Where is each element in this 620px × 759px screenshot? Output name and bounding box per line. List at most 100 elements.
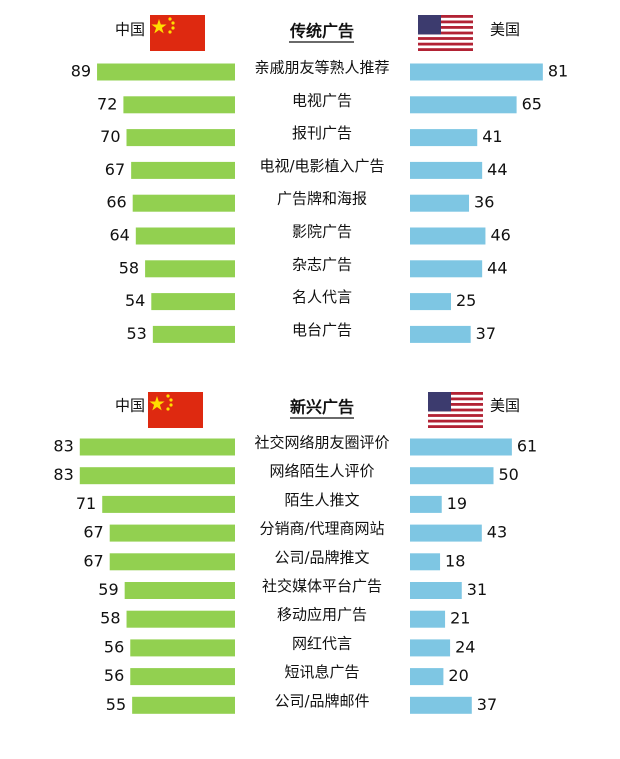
value-label: 64	[109, 226, 129, 245]
value-label: 37	[476, 324, 496, 343]
category-label: 网红代言	[292, 634, 352, 652]
value-label: 21	[450, 609, 470, 628]
value-label: 58	[100, 609, 120, 628]
bar	[126, 610, 235, 628]
bar	[132, 194, 235, 212]
bar	[109, 524, 235, 542]
bar	[410, 553, 441, 571]
bar	[135, 227, 235, 245]
category-label: 电视/电影植入广告	[259, 157, 384, 175]
china-flag	[148, 392, 203, 428]
value-label: 56	[104, 637, 124, 656]
value-label: 37	[477, 695, 497, 714]
bar	[410, 610, 446, 628]
value-label: 66	[106, 193, 126, 212]
bar	[410, 227, 486, 245]
value-label: 59	[98, 580, 118, 599]
category-label: 公司/品牌推文	[274, 548, 369, 566]
category-label: 亲戚朋友等熟人推荐	[254, 59, 389, 77]
category-label: 杂志广告	[292, 255, 352, 273]
bar	[130, 639, 235, 657]
us-flag	[418, 15, 473, 51]
value-label: 89	[71, 62, 91, 81]
value-label: 50	[499, 465, 519, 484]
value-label: 67	[83, 523, 103, 542]
bar	[130, 668, 235, 686]
value-label: 55	[106, 695, 126, 714]
value-label: 70	[100, 127, 120, 146]
bar	[410, 495, 442, 513]
bar	[410, 582, 462, 599]
category-label: 报刊广告	[292, 124, 352, 142]
value-label: 81	[548, 62, 568, 81]
section-title: 传统广告	[289, 22, 354, 41]
bar	[410, 194, 470, 212]
value-label: 53	[126, 324, 146, 343]
value-label: 83	[53, 465, 73, 484]
category-label: 社交网络朋友圈评价	[254, 434, 389, 452]
bar	[410, 161, 483, 179]
bar	[79, 467, 235, 485]
category-label: 名人代言	[292, 288, 352, 306]
bar	[132, 696, 235, 714]
value-label: 46	[490, 226, 510, 245]
bar	[410, 438, 512, 456]
value-label: 58	[119, 258, 139, 277]
value-label: 19	[447, 494, 467, 513]
bar	[97, 63, 235, 81]
category-label: 电台广告	[292, 321, 352, 339]
bar	[151, 293, 235, 311]
bar	[152, 325, 235, 343]
category-label: 网络陌生人评价	[269, 462, 374, 480]
value-label: 83	[53, 437, 73, 456]
value-label: 44	[487, 258, 507, 277]
bar	[126, 129, 235, 147]
value-label: 72	[97, 94, 117, 113]
category-label: 电视广告	[292, 91, 352, 109]
value-label: 67	[105, 160, 125, 179]
category-label: 短讯息广告	[284, 663, 359, 681]
category-label: 分销商/代理商网站	[259, 520, 384, 538]
bar	[410, 96, 517, 114]
bar	[410, 668, 444, 686]
bar	[79, 438, 235, 456]
value-label: 56	[104, 666, 124, 685]
value-label: 44	[487, 160, 507, 179]
china-flag	[150, 15, 205, 51]
legend-label: 美国	[490, 21, 520, 39]
value-label: 18	[445, 551, 465, 570]
bar	[102, 495, 235, 513]
category-label: 社交媒体平台广告	[262, 577, 382, 595]
value-label: 61	[517, 437, 537, 456]
bar	[410, 467, 494, 485]
bar	[124, 582, 235, 599]
bar	[410, 63, 543, 81]
category-label: 移动应用广告	[277, 606, 367, 624]
value-label: 65	[522, 94, 542, 113]
bar	[410, 696, 472, 714]
category-label: 公司/品牌邮件	[274, 692, 369, 710]
us-flag	[428, 392, 483, 428]
category-label: 陌生人推文	[284, 491, 359, 509]
value-label: 31	[467, 580, 487, 599]
value-label: 20	[448, 666, 468, 685]
value-label: 67	[83, 551, 103, 570]
value-label: 41	[482, 127, 502, 146]
value-label: 54	[125, 291, 145, 310]
value-label: 43	[487, 523, 507, 542]
bar	[410, 325, 471, 343]
bar	[410, 129, 478, 147]
category-label: 广告牌和海报	[277, 190, 367, 208]
legend-label: 中国	[115, 397, 145, 415]
bar	[410, 524, 482, 542]
value-label: 36	[474, 193, 494, 212]
value-label: 71	[76, 494, 96, 513]
bar	[410, 293, 451, 311]
bar	[410, 639, 451, 657]
category-label: 影院广告	[292, 223, 352, 241]
bar	[123, 96, 235, 114]
legend-label: 美国	[490, 397, 520, 415]
section-title: 新兴广告	[290, 398, 354, 417]
value-label: 24	[455, 637, 475, 656]
